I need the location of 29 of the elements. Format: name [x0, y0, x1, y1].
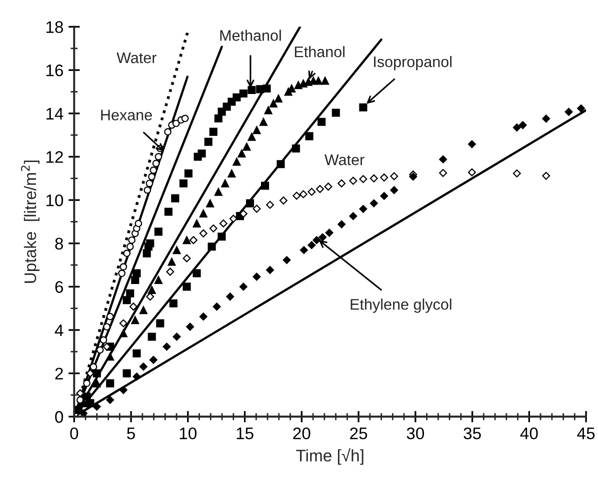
annotation: Methanol	[220, 30, 281, 41]
x-tick-label: 45	[577, 428, 595, 440]
x-tick-label: 0	[70, 427, 78, 440]
x-tick-label: 15	[236, 428, 254, 440]
y-tick-label: 10	[46, 194, 64, 206]
y-tick-label: 14	[46, 108, 64, 120]
y-tick-label: 4	[54, 324, 64, 336]
x-axis-title: Time [√h]	[296, 448, 364, 465]
y-tick-label: 2	[55, 368, 63, 380]
annotation: Isopropanol	[374, 56, 452, 70]
annotation: Water	[324, 154, 364, 166]
x-tick-label: 10	[180, 427, 197, 440]
y-axis-title: Uptake [litre/m$^{2}$]	[20, 160, 40, 283]
y-tick-label: 6	[55, 281, 64, 293]
y-tick-label: 0	[55, 411, 64, 423]
y-tick-label: 8	[55, 238, 64, 250]
annotation: Ethylene glycol	[350, 298, 452, 313]
y-tick-label: 12	[46, 151, 63, 163]
x-tick-label: 5	[127, 428, 135, 440]
x-tick-label: 25	[350, 427, 368, 440]
annotation: Water	[116, 52, 156, 64]
x-tick-label: 40	[520, 427, 538, 440]
x-tick-label: 20	[293, 427, 310, 440]
annotation: Hexane	[101, 110, 152, 120]
x-tick-label: 30	[406, 427, 424, 440]
y-tick-label: 16	[46, 64, 64, 76]
x-tick-label: 35	[464, 427, 481, 440]
annotation: Ethanol	[294, 46, 344, 58]
y-tick-label: 18	[46, 21, 64, 33]
